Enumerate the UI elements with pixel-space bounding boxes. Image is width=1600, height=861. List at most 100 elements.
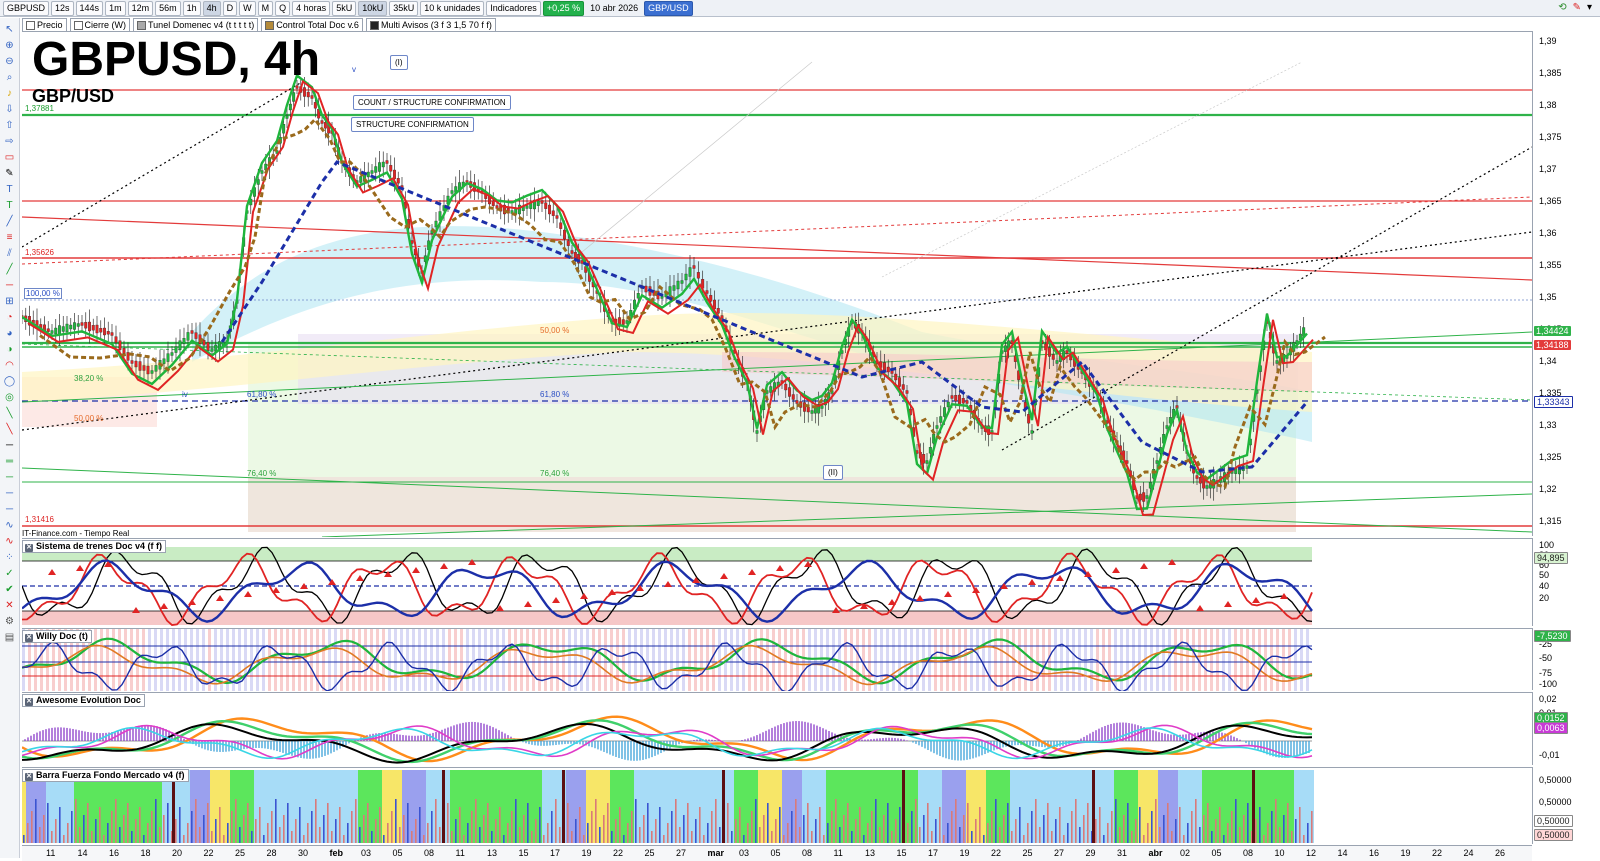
indicator-chip-tunel[interactable]: Tunel Domenec v4 (t t t t t) bbox=[133, 17, 259, 32]
dash-icon[interactable]: ─ bbox=[5, 440, 14, 451]
tick-5ku-button[interactable]: 5kU bbox=[332, 0, 357, 16]
wave-icon[interactable]: ∿ bbox=[5, 520, 14, 531]
arrow-down-icon[interactable]: ⇩ bbox=[5, 104, 14, 115]
symbol-select[interactable]: GBPUSD bbox=[3, 0, 50, 16]
pane-barra-fuerza-canvas[interactable] bbox=[22, 768, 1532, 845]
timeframe-12s[interactable]: 12s bbox=[51, 0, 74, 16]
indicator-chip-multi[interactable]: Multi Avisos (3 f 3 1,5 70 f f) bbox=[365, 17, 496, 32]
print-icon[interactable]: ▤ bbox=[4, 632, 15, 643]
pane-sistema-trenes[interactable]: ✕ Sistema de trenes Doc v4 (f f) bbox=[22, 538, 1532, 627]
minus-icon[interactable]: ─ bbox=[5, 504, 14, 515]
bar-icon[interactable]: ─ bbox=[5, 472, 14, 483]
wave-label-ii[interactable]: (II) bbox=[823, 465, 843, 480]
force-background-bar bbox=[1014, 770, 1018, 843]
force-background-bar bbox=[618, 770, 622, 843]
level-icon[interactable]: ═ bbox=[5, 456, 14, 467]
timeframe-144s[interactable]: 144s bbox=[75, 0, 104, 16]
menu-icon[interactable]: ▾ bbox=[1586, 2, 1592, 13]
timeframe-12m[interactable]: 12m bbox=[127, 0, 154, 16]
dots-icon[interactable]: ⁘ bbox=[5, 552, 14, 563]
trend-icon[interactable]: ╱ bbox=[6, 264, 13, 275]
shape-green-icon[interactable]: ◑ bbox=[6, 344, 13, 355]
willy-background-bar bbox=[982, 629, 985, 691]
indicators-button[interactable]: Indicadores bbox=[486, 0, 541, 16]
timeframe-1m[interactable]: 1m bbox=[105, 0, 126, 16]
annotation-count-structure[interactable]: COUNT / STRUCTURE CONFIRMATION bbox=[353, 95, 511, 110]
force-bar bbox=[623, 835, 625, 843]
time-axis[interactable]: 11 14 16 18 20 22 25 28 30 feb 03 05 08 11 13 15 17 19 22 2… bbox=[22, 845, 1532, 861]
rectangle-icon[interactable]: ▭ bbox=[4, 152, 15, 163]
hline-icon[interactable]: ─ bbox=[5, 280, 14, 291]
settings-icon[interactable]: ⚙ bbox=[5, 616, 14, 627]
price-chart-canvas[interactable] bbox=[22, 32, 1532, 537]
ray-red-icon[interactable]: ╲ bbox=[6, 424, 13, 435]
timeframe-d[interactable]: D bbox=[222, 0, 238, 16]
refresh-icon[interactable]: ⟲ bbox=[1558, 2, 1567, 13]
arrow-right-icon[interactable]: ⇨ bbox=[5, 136, 14, 147]
willy-background-bar bbox=[310, 629, 313, 691]
indicator-chip-price[interactable]: Precio bbox=[22, 17, 67, 32]
pitch-icon[interactable]: ∿ bbox=[5, 536, 14, 547]
pane-awesome-canvas[interactable] bbox=[22, 693, 1532, 766]
close-pane-icon[interactable]: ✕ bbox=[25, 773, 33, 781]
close-pane-icon[interactable]: ✕ bbox=[25, 698, 33, 706]
arc-icon[interactable]: ◠ bbox=[5, 360, 14, 371]
check-icon[interactable]: ✓ bbox=[5, 568, 14, 579]
force-bar bbox=[131, 831, 133, 843]
pane-willy[interactable]: ✕ Willy Doc (t) bbox=[22, 628, 1532, 691]
wave-label-i[interactable]: (I) bbox=[390, 55, 408, 70]
pane-awesome[interactable]: ✕ Awesome Evolution Doc bbox=[22, 692, 1532, 766]
measure-icon[interactable]: ⊞ bbox=[5, 296, 14, 307]
line-tool-icon[interactable]: ╱ bbox=[6, 216, 13, 227]
text-icon[interactable]: T bbox=[6, 184, 13, 195]
cycle-icon[interactable]: ◎ bbox=[5, 392, 14, 403]
dash-blue-icon[interactable]: ─ bbox=[5, 488, 14, 499]
force-bar bbox=[415, 819, 417, 843]
fib-icon[interactable]: ≡ bbox=[6, 232, 13, 243]
tick-35ku-button[interactable]: 35kU bbox=[389, 0, 419, 16]
close-pane-icon[interactable]: ✕ bbox=[25, 544, 33, 552]
pane-axis[interactable]: 0,50000 0,50000 0,50000 0,50000 bbox=[1532, 767, 1600, 844]
tick-10ku-button[interactable]: 10kU bbox=[358, 0, 388, 16]
pin-icon[interactable]: ✎ bbox=[1572, 2, 1581, 13]
zoom-out-icon[interactable]: ⊖ bbox=[5, 56, 14, 67]
force-bar bbox=[139, 807, 141, 843]
arrow-up-icon[interactable]: ⇧ bbox=[5, 120, 14, 131]
price-chart-pane[interactable]: GBPUSD, 4h GBP/USD COUNT / STRUCTURE CON… bbox=[22, 31, 1532, 537]
timeframe-4h[interactable]: 4h bbox=[202, 0, 221, 16]
shape-red-icon[interactable]: ◔ bbox=[6, 312, 13, 323]
cursor-icon[interactable]: ↖ bbox=[5, 24, 14, 35]
annotation-structure[interactable]: STRUCTURE CONFIRMATION bbox=[351, 117, 474, 132]
pane-axis[interactable]: -25 -50 -75 -100 -7,5230 bbox=[1532, 628, 1600, 690]
pen-icon[interactable]: ✎ bbox=[5, 168, 14, 179]
timeframe-1h[interactable]: 1h bbox=[182, 0, 201, 16]
search-icon[interactable]: ⌕ bbox=[6, 72, 13, 83]
timeframe-w[interactable]: W bbox=[239, 0, 256, 16]
indicator-chip-control[interactable]: Control Total Doc v.6 bbox=[261, 17, 363, 32]
ray-icon[interactable]: ╲ bbox=[6, 408, 13, 419]
force-bar bbox=[691, 831, 693, 843]
text-green-icon[interactable]: T bbox=[6, 200, 13, 211]
delete-icon[interactable]: ✕ bbox=[5, 600, 14, 611]
pane-willy-canvas[interactable] bbox=[22, 629, 1532, 691]
indicator-chip-label: Multi Avisos (3 f 3 1,5 70 f f) bbox=[380, 19, 492, 30]
timeframe-m[interactable]: M bbox=[257, 0, 274, 16]
force-bar bbox=[859, 807, 861, 843]
shape-blue-icon[interactable]: ◕ bbox=[6, 328, 13, 339]
pane-sistema-trenes-canvas[interactable] bbox=[22, 539, 1532, 627]
pane-axis[interactable]: 100806050402094,895 bbox=[1532, 538, 1600, 626]
thumb-icon[interactable]: ✔ bbox=[5, 584, 14, 595]
pane-barra-fuerza[interactable]: ✕ Barra Fuerza Fondo Mercado v4 (f) bbox=[22, 767, 1532, 845]
indicator-chip-close[interactable]: Cierre (W) bbox=[69, 17, 131, 32]
bell-icon[interactable]: ♪ bbox=[7, 88, 12, 99]
timeframe-q[interactable]: Q bbox=[275, 0, 291, 16]
close-pane-icon[interactable]: ✕ bbox=[25, 634, 33, 642]
interval-select[interactable]: 4 horas bbox=[292, 0, 331, 16]
channel-icon[interactable]: ⫽ bbox=[7, 248, 12, 259]
zoom-in-icon[interactable]: ⊕ bbox=[5, 40, 14, 51]
timeframe-56m[interactable]: 56m bbox=[155, 0, 181, 16]
price-axis[interactable]: 1,39 1,385 1,38 1,375 1,37 1,365 1,36 1,355 1,35… bbox=[1532, 31, 1600, 536]
ellipse-icon[interactable]: ◯ bbox=[3, 376, 16, 387]
units-select[interactable]: 10 k unidades bbox=[420, 0, 485, 16]
